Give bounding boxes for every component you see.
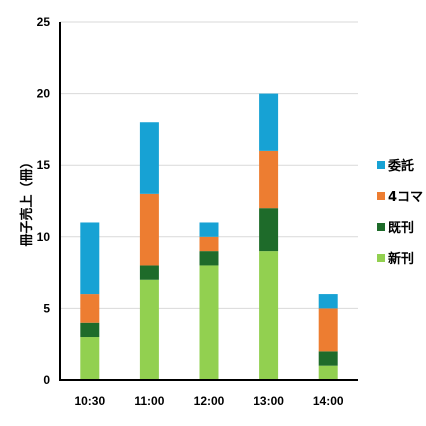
x-tick-label: 14:00 xyxy=(313,394,344,408)
bar-14:00-4コマ xyxy=(318,308,338,352)
bar-10:30-4コマ xyxy=(80,294,100,323)
bar-11:00-既刊 xyxy=(139,265,159,280)
y-tick-label: 20 xyxy=(37,87,51,101)
bar-12:00-新刊 xyxy=(199,265,219,380)
bar-11:00-4コマ xyxy=(139,193,159,266)
bar-11:00-新刊 xyxy=(139,279,159,380)
bar-13:00-既刊 xyxy=(259,208,279,252)
x-tick-label: 10:30 xyxy=(74,394,105,408)
legend-swatch-委託 xyxy=(377,161,385,169)
y-tick-label: 0 xyxy=(43,373,50,387)
bar-10:30-新刊 xyxy=(80,337,100,380)
bar-12:00-既刊 xyxy=(199,251,219,266)
bar-13:00-委託 xyxy=(259,93,279,151)
x-tick-label: 11:00 xyxy=(134,394,164,408)
axes xyxy=(59,22,358,381)
bar-10:30-委託 xyxy=(80,222,100,295)
y-tick-label: 10 xyxy=(37,230,51,244)
y-tick-label: 15 xyxy=(37,158,51,172)
grid-lines xyxy=(60,21,358,309)
legend-label: 委託 xyxy=(387,158,414,174)
bar-14:00-既刊 xyxy=(318,351,338,366)
legend-label: 4コマ xyxy=(388,190,423,205)
y-tick-labels: 0 5 10 15 20 25 xyxy=(37,15,51,387)
y-tick-label: 25 xyxy=(37,15,51,29)
y-tick-label: 5 xyxy=(43,301,50,315)
bar-13:00-4コマ xyxy=(259,150,279,209)
x-tick-labels: 10:30 11:00 12:00 13:00 14:00 xyxy=(74,394,343,408)
legend-swatch-新刊 xyxy=(377,254,385,262)
x-tick-label: 12:00 xyxy=(194,394,225,408)
legend-swatch-既刊 xyxy=(377,223,385,231)
bar-14:00-新刊 xyxy=(318,365,338,380)
x-tick-label: 13:00 xyxy=(253,394,284,408)
bars xyxy=(80,93,338,380)
bar-14:00-委託 xyxy=(318,294,338,309)
bar-13:00-新刊 xyxy=(259,251,279,380)
legend-label: 既刊 xyxy=(388,221,414,236)
legend-swatch-4コマ xyxy=(377,192,385,200)
y-axis-label: 冊子売上（冊） xyxy=(19,155,35,246)
bar-12:00-4コマ xyxy=(199,236,219,252)
legend-label: 新刊 xyxy=(388,251,414,267)
bar-12:00-委託 xyxy=(199,222,219,237)
bar-11:00-委託 xyxy=(139,122,159,194)
bar-10:30-既刊 xyxy=(80,322,100,338)
